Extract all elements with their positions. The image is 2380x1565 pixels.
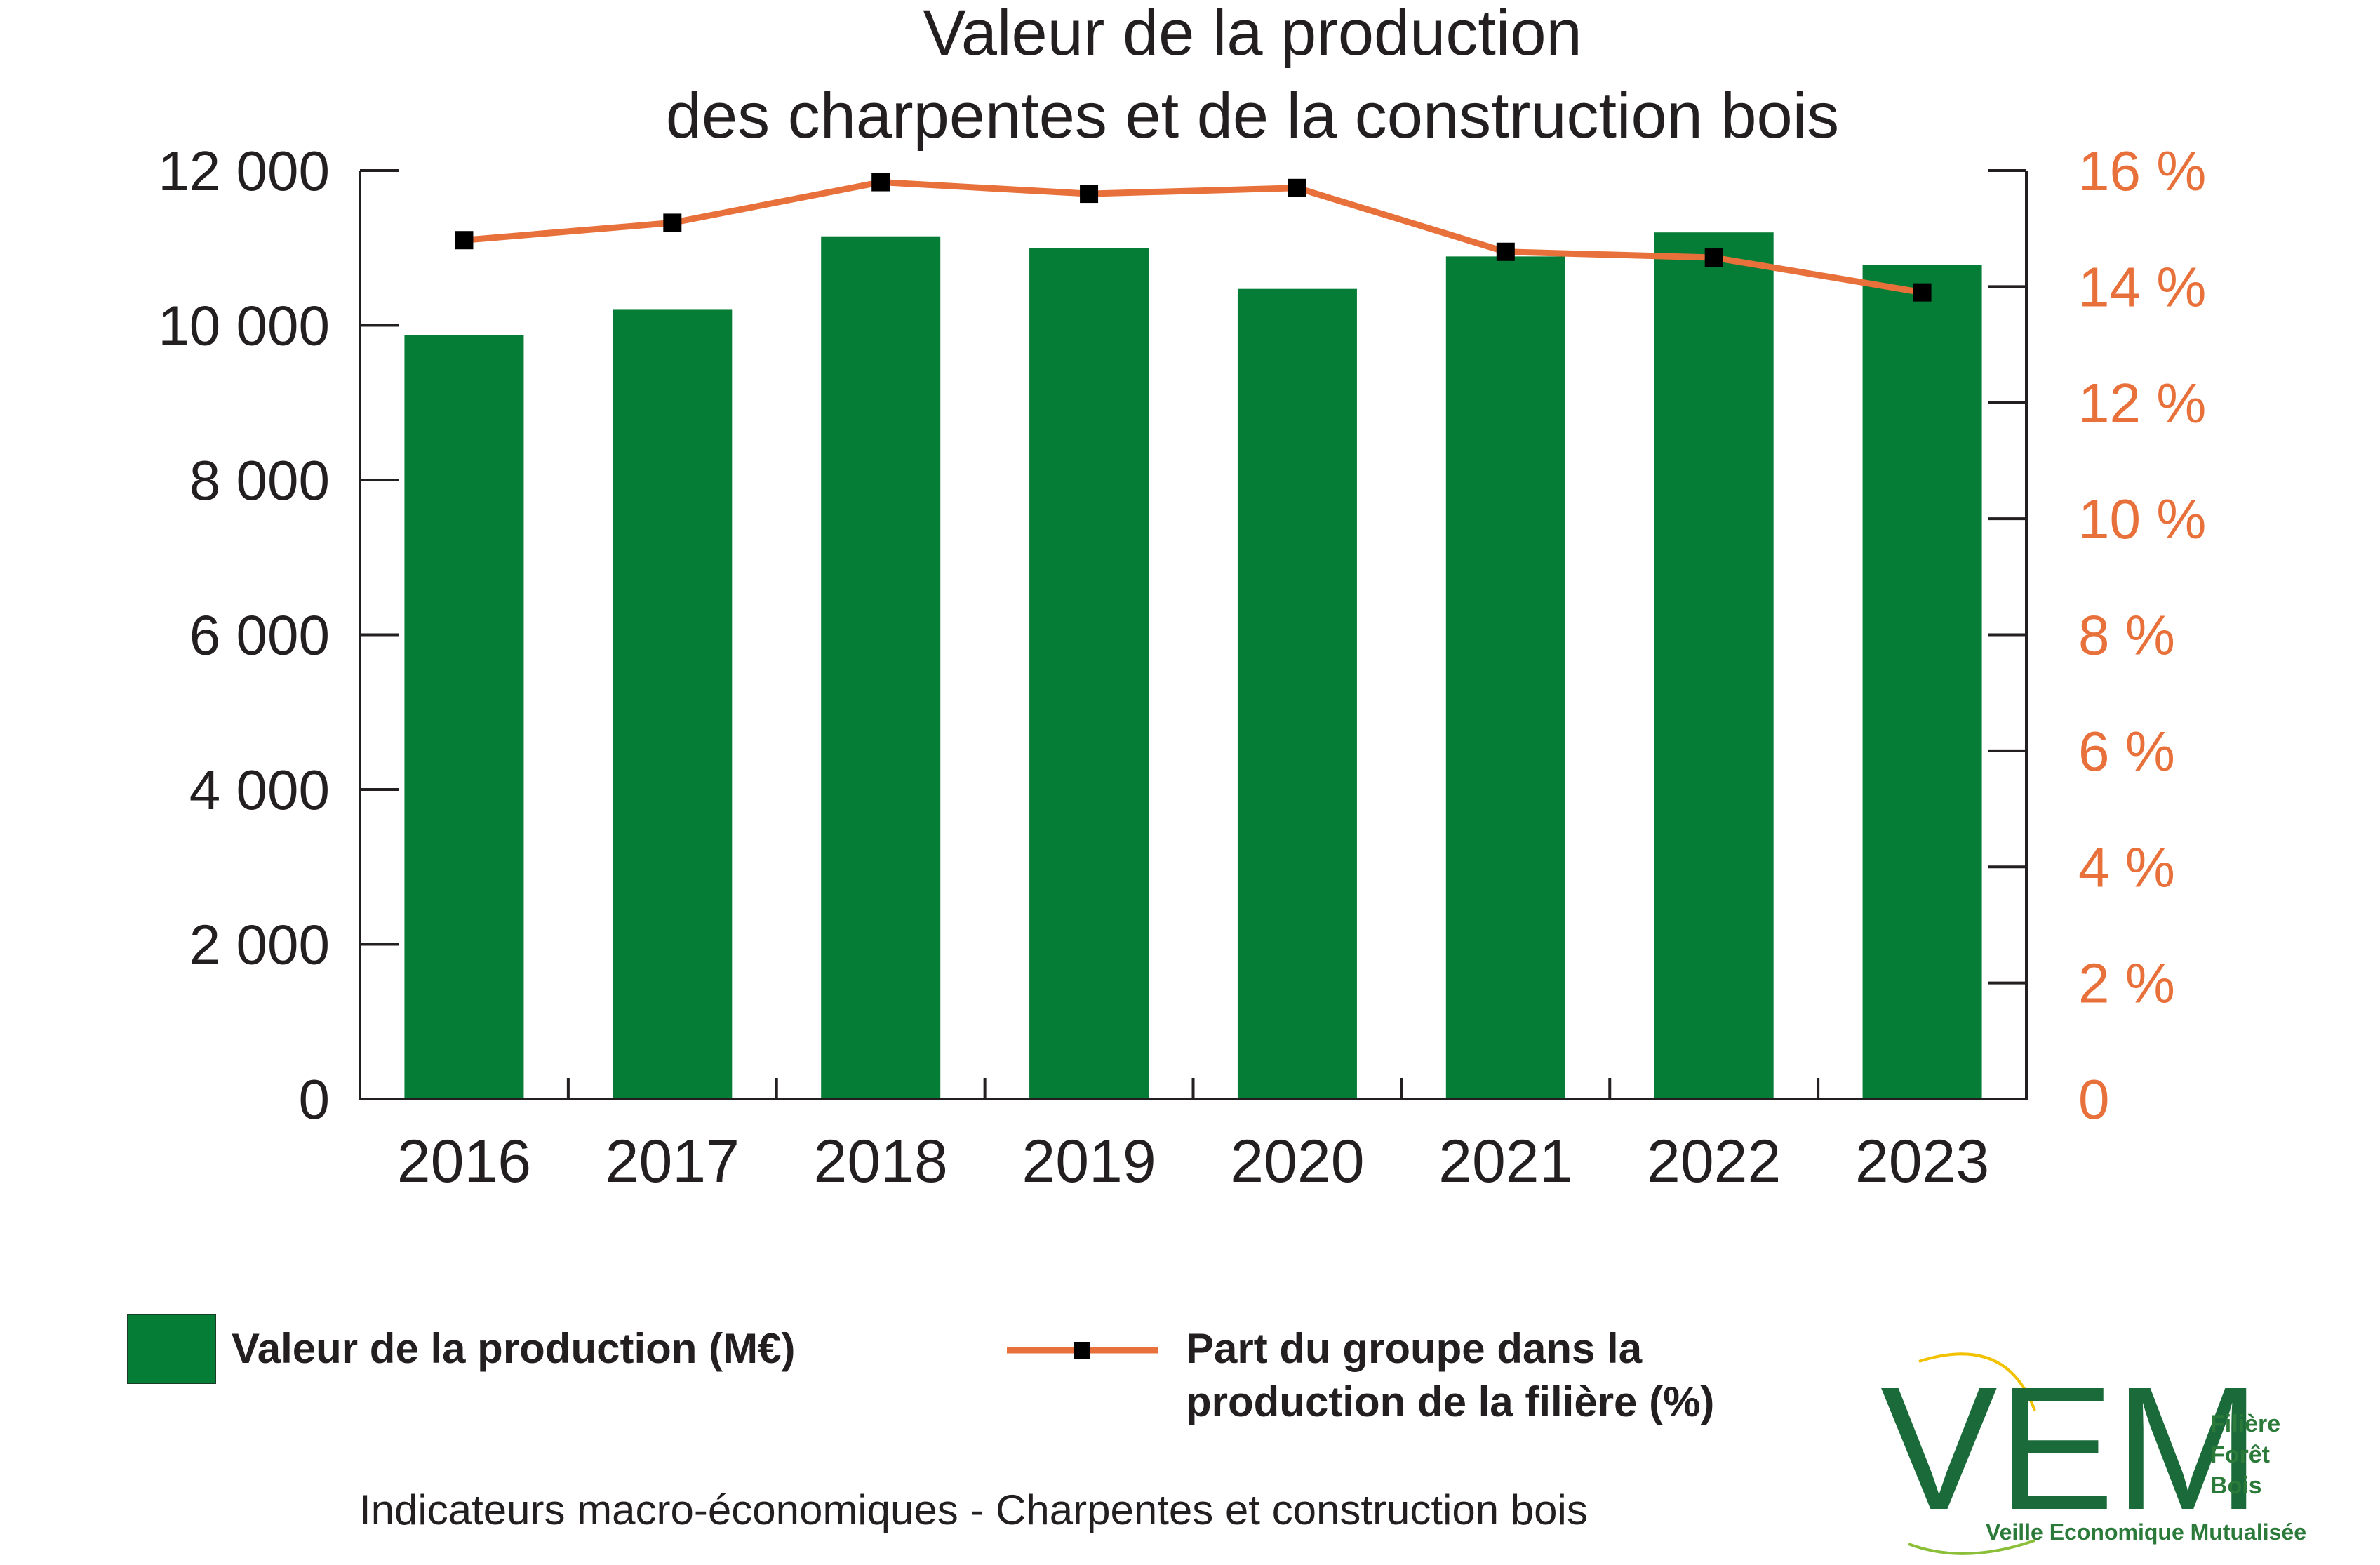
x-tick-label: 2021 (1438, 1128, 1572, 1195)
right-tick-label: 16 % (2078, 140, 2206, 202)
share-marker-2019 (1080, 185, 1099, 204)
right-tick-label: 0 (2078, 1068, 2110, 1131)
bar-2022 (1654, 232, 1774, 1100)
right-tick-label: 14 % (2078, 255, 2206, 318)
x-tick-label: 2023 (1855, 1128, 1989, 1195)
x-tick-label: 2020 (1230, 1128, 1364, 1195)
legend: Valeur de la production (M€) Part du gro… (127, 1314, 1714, 1425)
logo-side-line-3: Bois (2210, 1472, 2262, 1499)
legend-bar-label: Valeur de la production (M€) (232, 1325, 795, 1372)
left-tick-label: 10 000 (158, 295, 330, 357)
share-marker-2017 (663, 213, 682, 232)
right-tick-label: 2 % (2078, 952, 2175, 1015)
share-marker-2018 (871, 173, 890, 192)
right-axis-ticks: 0 2 % 4 % 6 % 8 % 10 % 12 % 14 % 16 % (1988, 140, 2206, 1131)
logo-swoosh-yellow (1918, 1352, 2036, 1411)
x-axis-ticks: 2016 2017 2018 2019 2020 2021 2022 2023 (397, 1078, 1989, 1195)
logo-letters: VEM (1880, 1350, 2261, 1546)
bar-2023 (1862, 265, 1982, 1099)
left-tick-label: 8 000 (189, 449, 330, 512)
legend-bar-swatch (127, 1314, 216, 1384)
footer-caption: Indicateurs macro-économiques - Charpent… (359, 1486, 1588, 1533)
right-tick-label: 8 % (2078, 604, 2175, 667)
share-marker-2016 (455, 231, 474, 250)
right-tick-label: 10 % (2078, 488, 2206, 550)
logo-tagline: Veille Economique Mutualisée (1986, 1519, 2306, 1545)
share-line (464, 179, 1923, 296)
legend-line-marker (1074, 1342, 1090, 1359)
x-tick-label: 2019 (1022, 1128, 1156, 1195)
x-tick-label: 2016 (397, 1128, 531, 1195)
left-tick-label: 12 000 (158, 140, 330, 202)
chart-title-line-1: Valeur de la production (923, 0, 1582, 69)
right-tick-label: 12 % (2078, 372, 2206, 434)
axes (359, 171, 2028, 1100)
logo-side-line-1: Filière (2210, 1411, 2280, 1437)
vem-logo: VEM Filière Forêt Bois Veille Economique… (1880, 1350, 2306, 1555)
left-tick-label: 2 000 (189, 914, 330, 976)
right-tick-label: 4 % (2078, 836, 2175, 898)
logo-swoosh-green (1908, 1539, 2035, 1555)
x-tick-label: 2022 (1647, 1128, 1781, 1195)
share-marker-2022 (1704, 248, 1723, 267)
right-tick-label: 6 % (2078, 720, 2175, 782)
bar-2021 (1445, 256, 1565, 1100)
legend-line-label-1: Part du groupe dans la (1186, 1325, 1643, 1372)
left-axis-ticks: 0 2 000 4 000 6 000 8 000 10 000 12 000 (158, 140, 399, 1131)
bar-series (404, 232, 1982, 1100)
left-tick-label: 6 000 (189, 604, 330, 667)
share-marker-2023 (1913, 283, 1932, 302)
x-tick-label: 2018 (814, 1128, 948, 1195)
bar-2016 (404, 335, 524, 1099)
share-marker-2020 (1288, 178, 1306, 197)
bar-2018 (821, 236, 941, 1099)
logo-side-line-2: Forêt (2210, 1441, 2270, 1468)
bar-2017 (613, 309, 733, 1100)
left-tick-label: 0 (299, 1068, 330, 1131)
legend-line-label-2: production de la filière (%) (1186, 1378, 1714, 1425)
line-series (455, 173, 1932, 302)
left-tick-label: 4 000 (189, 759, 330, 821)
chart-title: Valeur de la production des charpentes e… (666, 0, 1839, 152)
x-tick-label: 2017 (606, 1128, 740, 1195)
chart-title-line-2: des charpentes et de la construction boi… (666, 80, 1839, 152)
bar-2019 (1029, 248, 1149, 1099)
bar-2020 (1237, 288, 1357, 1099)
share-marker-2021 (1496, 242, 1515, 261)
